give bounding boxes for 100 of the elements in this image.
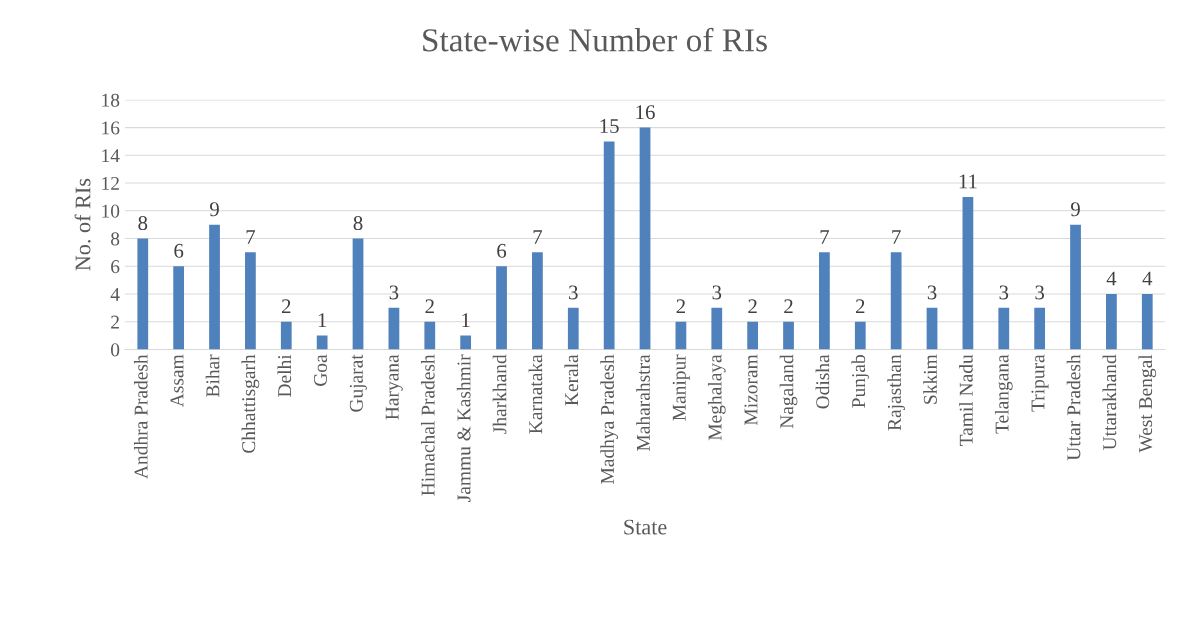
data-label: 6 [174, 243, 184, 258]
x-tick-label: Mizoram [744, 354, 758, 426]
data-label: 7 [820, 230, 830, 244]
y-tick-label: 8 [111, 232, 120, 246]
data-label: 2 [855, 299, 865, 314]
x-tick-label: Uttar Pradesh [1066, 354, 1081, 461]
bar [173, 266, 185, 350]
bar [460, 335, 472, 350]
bar [1034, 307, 1046, 350]
bar [819, 252, 830, 350]
x-tick-label: Goa [313, 354, 328, 386]
y-tick-label: 16 [102, 121, 120, 135]
x-tick-label: Telangana [994, 354, 1013, 434]
y-tick-label: 4 [110, 287, 120, 301]
bar [245, 252, 256, 350]
data-label: 1 [318, 313, 327, 327]
y-tick-label: 12 [102, 176, 119, 190]
x-tick-label: Kerala [564, 354, 579, 406]
x-tick-label: Maharahstra [636, 354, 650, 451]
x-tick-label: Jharkhand [492, 354, 507, 434]
bar [783, 321, 794, 350]
data-label: 7 [892, 230, 901, 244]
x-tick-label: Himachal Pradesh [420, 354, 435, 496]
x-tick-label: Tripura [1031, 354, 1049, 412]
bar [1070, 224, 1081, 350]
data-label: 8 [353, 216, 363, 231]
bar [747, 321, 759, 350]
bar [496, 266, 507, 350]
x-tick-label: Haryana [385, 354, 403, 420]
y-tick-label: 2 [111, 315, 119, 329]
data-label: 2 [784, 299, 793, 314]
x-tick-label: Punjab [851, 355, 870, 408]
data-label: 11 [959, 174, 977, 189]
bar [532, 252, 543, 350]
y-tick-label: 0 [111, 343, 120, 357]
x-tick-label: Madhya Pradesh [600, 354, 618, 484]
data-label: 7 [246, 230, 256, 244]
y-axis-title: No. of RIs [74, 178, 91, 271]
data-label: 2 [425, 299, 434, 314]
chart-title: State-wise Number of RIs [423, 27, 767, 52]
bar [567, 307, 579, 350]
x-tick-label: Chhattisgarh [241, 354, 260, 453]
bar [209, 224, 220, 350]
data-label: 3 [712, 285, 722, 300]
x-tick-label: Jammu & Kashmir [456, 354, 471, 502]
data-label: 2 [676, 299, 685, 314]
data-label: 4 [1142, 271, 1153, 286]
data-label: 3 [927, 285, 937, 300]
x-tick-label: Delhi [277, 354, 292, 397]
bar [962, 196, 974, 350]
x-tick-label: Odisha [815, 354, 830, 409]
data-label: 1 [462, 313, 470, 327]
x-tick-label: Rajasthan [887, 354, 905, 431]
bar [711, 307, 723, 350]
data-label: 3 [569, 285, 578, 300]
x-axis-title: State [624, 519, 667, 535]
data-label: 9 [209, 202, 219, 217]
bar [352, 238, 364, 350]
data-label: 9 [1070, 202, 1080, 217]
bar [316, 335, 328, 350]
data-label: 15 [600, 119, 619, 134]
data-label: 2 [281, 299, 291, 314]
bar [890, 252, 902, 350]
bar [388, 307, 400, 350]
y-tick-label: 18 [102, 93, 120, 107]
data-label: 4 [1106, 271, 1117, 286]
y-tick-label: 6 [111, 260, 120, 274]
bar [280, 321, 292, 350]
x-tick-label: Nagaland [779, 354, 798, 429]
bar [854, 321, 866, 350]
data-label: 2 [748, 299, 757, 314]
x-tick-label: Gujarat [349, 354, 367, 412]
x-tick-label: Karnataka [528, 354, 543, 434]
data-label: 16 [636, 105, 655, 120]
bar [1141, 293, 1153, 350]
bar [675, 321, 687, 350]
x-tick-label: Uttarakhand [1102, 354, 1117, 450]
y-tick-label: 10 [102, 204, 120, 218]
bar [926, 307, 938, 350]
bar [603, 141, 615, 350]
bar [424, 321, 436, 350]
data-label: 6 [497, 243, 507, 258]
data-label: 3 [999, 285, 1009, 300]
data-label: 3 [1035, 285, 1045, 300]
bar [137, 238, 149, 350]
bar [639, 127, 651, 350]
bar [1106, 293, 1117, 350]
x-tick-label: Bihar [205, 354, 220, 397]
x-tick-label: Assam [170, 354, 184, 408]
bar [998, 307, 1010, 350]
x-tick-label: Andhra Pradesh [133, 354, 148, 479]
data-label: 3 [389, 285, 399, 300]
x-tick-label: Manipur [672, 354, 690, 421]
y-tick-label: 14 [102, 149, 120, 163]
data-label: 7 [533, 230, 543, 244]
x-tick-label: Meghalaya [707, 354, 726, 441]
x-tick-label: Tamil Nadu [959, 354, 973, 446]
data-label: 8 [138, 216, 148, 231]
x-tick-label: West Bengal [1138, 354, 1157, 453]
x-tick-label: Skkim [923, 354, 937, 404]
